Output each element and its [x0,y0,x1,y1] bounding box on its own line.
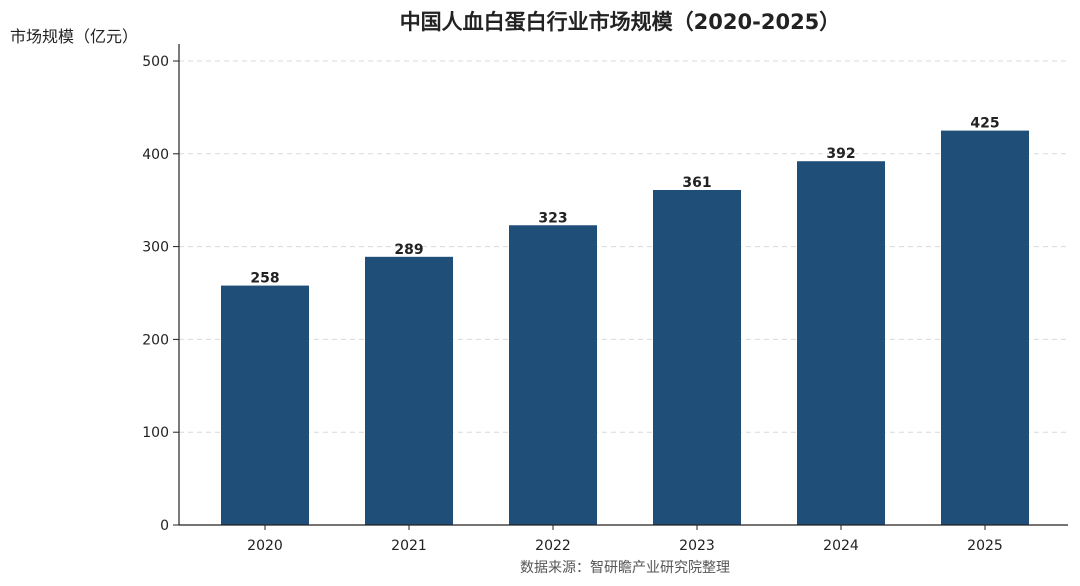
data-source-note: 数据来源：智研瞻产业研究院整理 [520,559,730,576]
y-tick-label: 100 [142,425,169,441]
y-tick-label: 500 [142,54,169,70]
x-axis-ticks: 2020 2021 2022 2023 2024 2025 [247,525,1003,554]
x-tick-label: 2023 [679,538,715,554]
bar-2020 [221,285,309,525]
gridlines [179,60,1068,433]
bar-value-label: 323 [538,210,567,226]
bar-2024 [797,161,885,525]
bars: 258 289 323 361 392 425 [221,116,1029,526]
y-tick-label: 300 [142,240,169,256]
bar-2023 [653,189,741,525]
bar-2021 [365,256,453,525]
x-tick-label: 2020 [247,538,283,554]
x-tick-label: 2025 [967,538,1003,554]
bar-value-label: 392 [826,146,855,162]
y-tick-label: 200 [142,332,169,348]
y-tick-label: 400 [142,147,169,163]
y-axis-label: 市场规模（亿元） [10,27,138,46]
x-tick-label: 2021 [391,538,427,554]
bar-value-label: 289 [394,242,423,258]
bar-value-label: 425 [970,116,999,132]
bar-2025 [941,130,1029,525]
x-tick-label: 2024 [823,538,859,554]
y-axis-ticks: 0 100 200 300 400 500 [142,54,179,534]
chart-title: 中国人血白蛋白行业市场规模（2020-2025） [400,10,841,34]
bar-2022 [509,225,597,526]
bar-value-label: 361 [682,175,711,191]
bar-value-label: 258 [250,271,279,287]
x-tick-label: 2022 [535,538,571,554]
y-tick-label: 0 [160,518,169,534]
